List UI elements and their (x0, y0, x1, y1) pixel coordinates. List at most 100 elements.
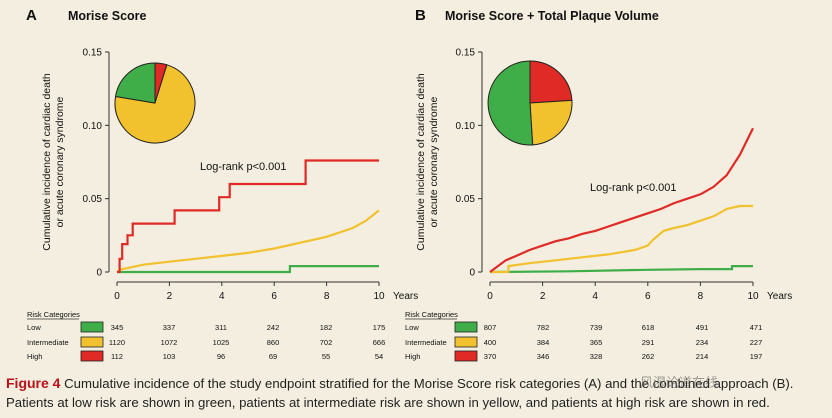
pie-slice-high (529, 60, 573, 104)
log-rank-annotation: Log-rank p<0.001 (200, 161, 287, 173)
risk-color-swatch-intermediate (454, 336, 478, 348)
panel-title: Morise Score + Total Plaque Volume (445, 9, 659, 23)
x-axis-unit-label: Years (393, 291, 418, 302)
panel-b: B Morise Score + Total Plaque Volume Cumul… (405, 7, 792, 362)
risk-count-cell: 345 (111, 323, 124, 332)
risk-count-cell: 197 (750, 352, 763, 361)
caption-text: Cumulative incidence of the study endpoi… (6, 376, 794, 410)
risk-count-cell: 860 (267, 338, 280, 347)
x-tick-label: 6 (645, 291, 651, 302)
y-axis-label: or acute coronary syndrome (54, 96, 66, 227)
watermark-logo: 风湿论道在线 (640, 376, 719, 391)
risk-count-cell: 337 (163, 323, 176, 332)
pie-slice-low (487, 60, 534, 146)
risk-count-cell: 400 (484, 338, 497, 347)
risk-count-cell: 618 (642, 323, 655, 332)
risk-count-cell: 739 (590, 323, 603, 332)
risk-color-swatch-low (454, 321, 478, 333)
x-tick-label: 2 (167, 291, 173, 302)
y-tick-label: 0.10 (456, 121, 476, 132)
risk-count-cell: 55 (322, 352, 330, 361)
x-tick-label: 8 (324, 291, 330, 302)
pie-slice-intermediate (114, 64, 196, 144)
risk-count-cell: 311 (215, 323, 227, 332)
risk-color-swatch-high (80, 350, 104, 362)
risk-row-label: High (405, 352, 420, 361)
x-tick-label: 2 (540, 291, 546, 302)
x-tick-label: 10 (373, 291, 385, 302)
log-rank-annotation: Log-rank p<0.001 (590, 182, 677, 194)
risk-count-cell: 234 (696, 338, 709, 347)
risk-count-cell: 182 (320, 323, 333, 332)
y-axis-label: or acute coronary syndrome (428, 96, 440, 227)
panel-a: A Morise Score Cumulative incidence of car… (26, 7, 418, 362)
x-tick-label: 0 (114, 291, 120, 302)
risk-table-header: Risk Categories (405, 310, 458, 319)
risk-count-cell: 291 (642, 338, 655, 347)
series-line-intermediate (116, 209, 380, 273)
x-tick-label: 4 (592, 291, 598, 302)
x-axis-unit-label: Years (767, 291, 792, 302)
risk-count-cell: 1025 (213, 338, 230, 347)
x-tick-label: 8 (698, 291, 704, 302)
risk-color-swatch-intermediate (80, 336, 104, 348)
series-line-intermediate (490, 204, 753, 274)
y-tick-label: 0.15 (83, 48, 103, 59)
risk-row-label: Low (405, 323, 419, 332)
y-tick-label: 0.05 (83, 194, 103, 205)
x-tick-label: 4 (219, 291, 225, 302)
risk-count-cell: 227 (750, 338, 763, 347)
pie-slice-low (114, 62, 156, 104)
risk-count-cell: 1120 (109, 338, 125, 347)
y-axis-label: Cumulative incidence of cardiac death (415, 73, 427, 251)
series-line-low (489, 265, 753, 274)
caption-figure-label: Figure 4 (6, 375, 61, 391)
y-tick-label: 0 (469, 268, 475, 279)
series-line-high (117, 159, 379, 274)
x-tick-label: 10 (747, 291, 759, 302)
risk-count-cell: 1072 (161, 338, 178, 347)
risk-count-cell: 782 (537, 323, 550, 332)
risk-count-cell: 328 (590, 352, 603, 361)
y-tick-label: 0 (96, 268, 102, 279)
panel-title: Morise Score (68, 9, 147, 23)
series-line-low (117, 265, 379, 274)
risk-count-cell: 214 (696, 352, 709, 361)
risk-count-cell: 96 (217, 352, 225, 361)
risk-color-swatch-low (80, 321, 104, 333)
x-tick-label: 0 (487, 291, 493, 302)
risk-count-cell: 112 (111, 352, 123, 361)
y-tick-label: 0.10 (83, 121, 103, 132)
panel-letter: A (26, 7, 37, 24)
risk-count-cell: 491 (696, 323, 709, 332)
risk-count-cell: 471 (750, 323, 763, 332)
risk-row-label: Intermediate (27, 338, 69, 347)
risk-count-cell: 702 (320, 338, 333, 347)
risk-count-cell: 807 (484, 323, 497, 332)
risk-count-cell: 103 (163, 352, 176, 361)
risk-color-swatch-high (454, 350, 478, 362)
pie-slice-intermediate (529, 99, 573, 146)
y-axis-label: Cumulative incidence of cardiac death (41, 73, 53, 251)
panel-letter: B (415, 7, 426, 24)
y-tick-label: 0.05 (456, 194, 476, 205)
risk-row-label: Intermediate (405, 338, 447, 347)
risk-count-cell: 365 (590, 338, 603, 347)
risk-row-label: Low (27, 323, 41, 332)
risk-count-cell: 346 (537, 352, 550, 361)
risk-count-cell: 666 (373, 338, 386, 347)
x-tick-label: 6 (271, 291, 277, 302)
risk-table-header: Risk Categories (27, 310, 80, 319)
risk-count-cell: 262 (642, 352, 655, 361)
risk-count-cell: 69 (269, 352, 277, 361)
risk-count-cell: 175 (373, 323, 386, 332)
risk-row-label: High (27, 352, 42, 361)
y-tick-label: 0.15 (456, 48, 476, 59)
figure-caption: Figure 4 Cumulative incidence of the stu… (6, 374, 828, 412)
figure-panels: A Morise Score Cumulative incidence of car… (26, 7, 792, 362)
risk-count-cell: 370 (484, 352, 497, 361)
risk-count-cell: 242 (267, 323, 280, 332)
risk-count-cell: 384 (537, 338, 550, 347)
risk-count-cell: 54 (375, 352, 383, 361)
series-line-high (489, 127, 754, 273)
